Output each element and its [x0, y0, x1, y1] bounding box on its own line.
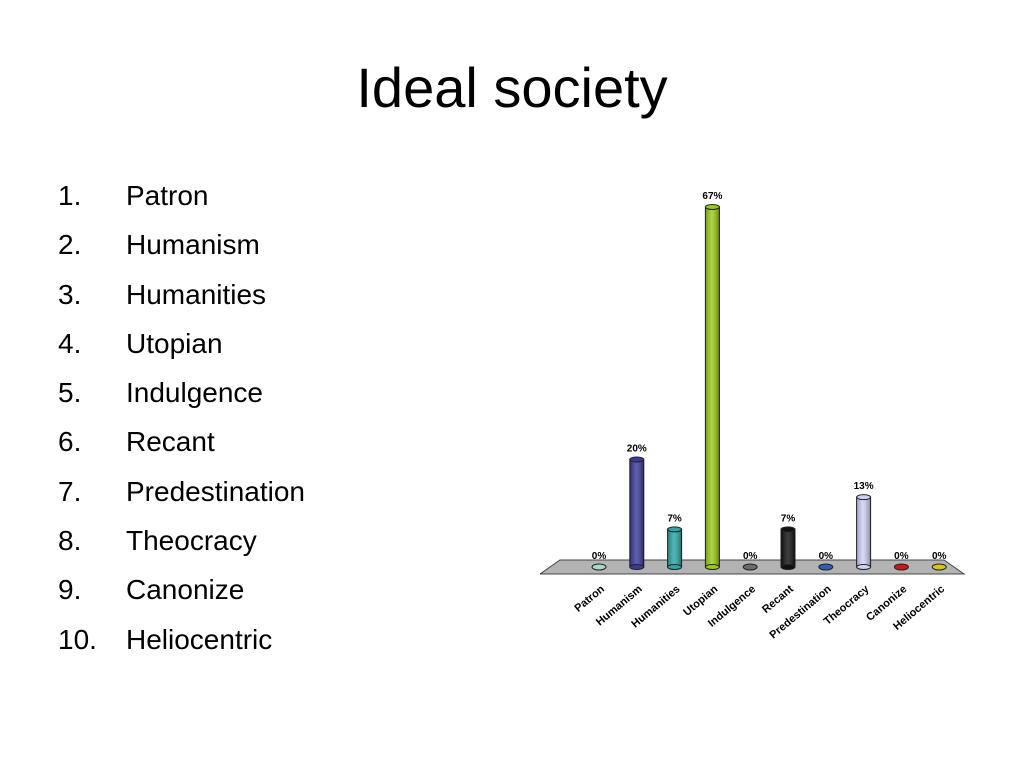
- item-label: Patron: [126, 180, 209, 211]
- item-number: 6.: [58, 426, 82, 458]
- data-label: 0%: [743, 551, 758, 562]
- bar-recant: [780, 526, 796, 570]
- data-label: 20%: [627, 444, 647, 455]
- options-list: 1. Patron 2. Humanism 3. Humanities 4. Utopi…: [58, 171, 305, 664]
- item-number: 10.: [58, 623, 97, 655]
- bar-chart: 0%Patron20%Humanism7%Humanities67%Utopia…: [540, 191, 966, 641]
- item-label: Humanism: [126, 229, 260, 261]
- bar-canonize: [893, 563, 909, 571]
- item-number: 1.: [58, 180, 82, 211]
- item-number: 2.: [58, 229, 82, 261]
- slide-title: Ideal society: [356, 56, 668, 119]
- item-label: Predestination: [126, 475, 306, 507]
- item-label: Utopian: [126, 327, 223, 359]
- list-item: 7. Predestination: [58, 467, 305, 516]
- list-item: 9. Canonize: [58, 565, 305, 614]
- item-number: 7.: [58, 475, 82, 507]
- item-number: 8.: [58, 525, 82, 557]
- data-label: 7%: [781, 513, 796, 524]
- data-label: 0%: [819, 551, 834, 562]
- bar-patron: [591, 563, 607, 571]
- item-label: Canonize: [126, 574, 245, 606]
- list-item: 8. Theocracy: [58, 516, 305, 565]
- data-label: 0%: [894, 551, 909, 562]
- item-label: Recant: [126, 426, 215, 458]
- item-label: Heliocentric: [126, 623, 273, 655]
- bar-utopian: [704, 204, 720, 570]
- data-label: 67%: [702, 191, 722, 202]
- item-number: 9.: [58, 574, 82, 606]
- bar-humanities: [667, 526, 683, 570]
- bar-indulgence: [742, 563, 758, 571]
- list-item: 2. Humanism: [58, 220, 305, 269]
- list-item: 1. Patron: [58, 171, 305, 220]
- list-item: 6. Recant: [58, 417, 305, 466]
- list-item: 10. Heliocentric: [58, 615, 305, 664]
- data-label: 0%: [932, 551, 947, 562]
- bar-predestination: [818, 563, 834, 571]
- data-label: 7%: [667, 513, 682, 524]
- list-item: 4. Utopian: [58, 319, 305, 368]
- data-label: 0%: [592, 551, 607, 562]
- item-number: 5.: [58, 377, 82, 409]
- list-item: 5. Indulgence: [58, 368, 305, 417]
- list-item: 3. Humanities: [58, 270, 305, 319]
- bar-theocracy: [856, 494, 872, 570]
- item-label: Indulgence: [126, 377, 264, 409]
- item-label: Theocracy: [126, 525, 257, 557]
- x-tick-label: Recant: [760, 583, 796, 616]
- item-number: 3.: [58, 278, 82, 310]
- item-number: 4.: [58, 327, 82, 359]
- bar-heliocentric: [931, 563, 947, 571]
- bar-humanism: [629, 456, 645, 570]
- item-label: Humanities: [126, 278, 267, 310]
- data-label: 13%: [854, 481, 874, 492]
- x-tick-label: Patron: [573, 583, 608, 615]
